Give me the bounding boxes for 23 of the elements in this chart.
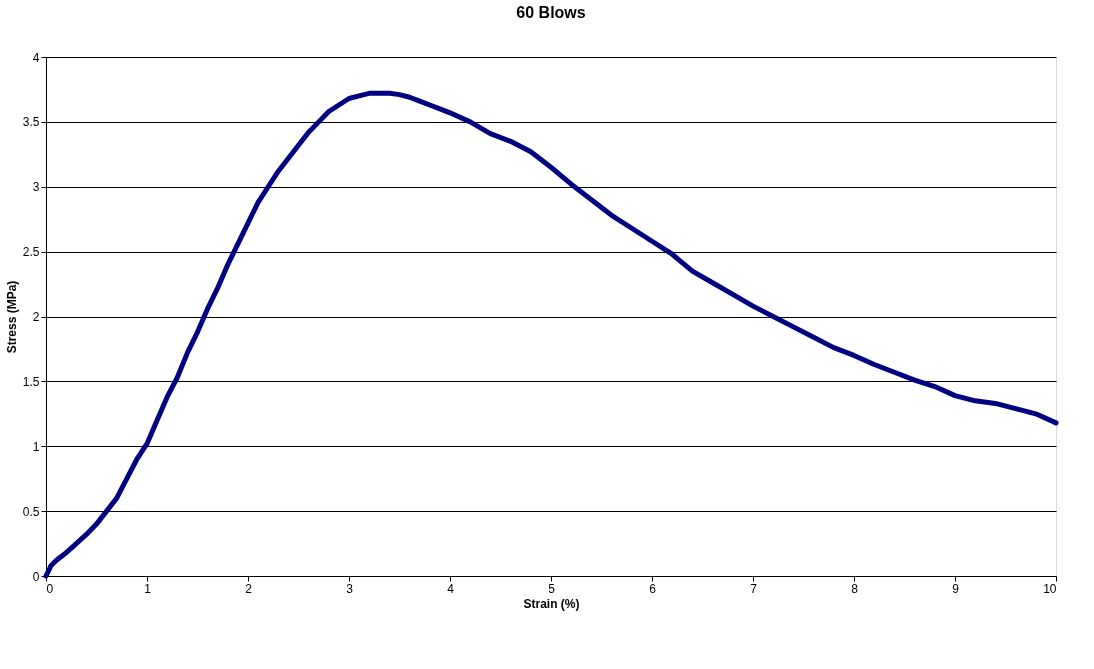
x-tick-label: 7 [750, 581, 758, 596]
y-tick-label: 2.5 [22, 245, 40, 260]
x-tick-label: 10 [1043, 581, 1057, 596]
x-tick-label: 5 [548, 581, 556, 596]
y-tick-label: 3.5 [22, 115, 40, 130]
y-tick-label: 1.5 [22, 374, 40, 389]
x-tick-label: 8 [851, 581, 859, 596]
y-tick-label: 1 [32, 439, 40, 454]
y-tick-label: 0 [32, 569, 40, 584]
x-tick-label: 4 [447, 581, 455, 596]
x-axis-title: Strain (%) [523, 596, 580, 611]
x-tick-label: 3 [346, 581, 354, 596]
x-tick-label: 1 [144, 581, 152, 596]
chart-title: 60 Blows [516, 4, 586, 21]
x-tick-label: 2 [245, 581, 253, 596]
x-tick-label: 9 [952, 581, 960, 596]
y-tick-label: 3 [32, 180, 40, 195]
x-tick-label: 6 [649, 581, 657, 596]
x-tick-label: 0 [46, 581, 54, 596]
y-tick-label: 2 [32, 310, 40, 324]
y-tick-label: 4 [32, 50, 40, 65]
y-axis-title: Stress (MPa) [4, 280, 19, 354]
y-tick-label: 0.5 [22, 504, 40, 519]
